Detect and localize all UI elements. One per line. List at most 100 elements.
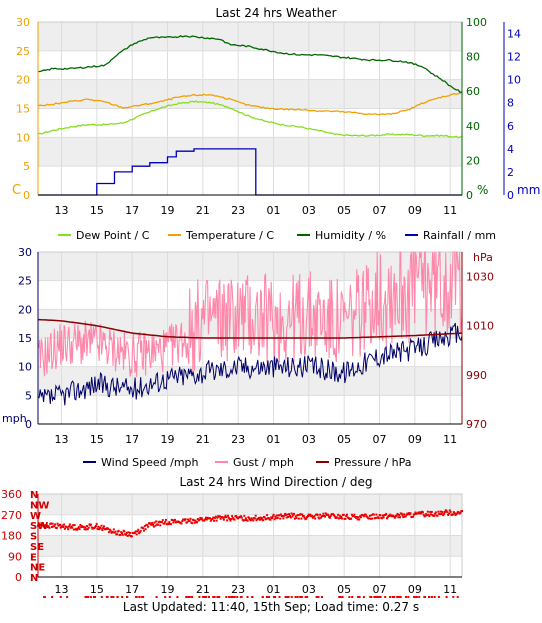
chart3-calm-point — [187, 596, 190, 598]
chart3-point — [76, 528, 79, 531]
chart1-ytick-right2: 4 — [507, 143, 514, 156]
chart3-point — [255, 519, 258, 522]
chart3-point — [186, 521, 189, 524]
chart3-calm-point — [43, 596, 46, 598]
chart3-point — [422, 513, 425, 516]
chart3-calm-point — [296, 596, 299, 598]
chart3-point — [82, 525, 85, 528]
chart3-point — [299, 513, 302, 516]
chart2-ytick-right: 1010 — [466, 320, 494, 333]
chart3-point — [425, 513, 428, 516]
chart3-point — [453, 512, 456, 515]
chart3-calm-point — [431, 596, 433, 598]
chart3-calm-point — [112, 596, 115, 598]
chart3-calm-point — [66, 596, 69, 598]
chart3-point — [215, 519, 218, 522]
chart3-point — [285, 516, 288, 519]
chart3-calm-point — [85, 596, 88, 598]
chart3-point — [63, 527, 66, 530]
chart3-calm-point — [396, 596, 399, 598]
chart3-point — [418, 512, 421, 515]
chart3-calm-point — [445, 596, 448, 598]
chart3-point — [244, 517, 247, 520]
chart2-xtick: 19 — [160, 433, 174, 446]
chart3-point — [96, 528, 99, 530]
chart3-point — [211, 518, 214, 521]
chart3-point — [408, 513, 411, 516]
chart3-calm-point — [126, 596, 128, 598]
chart3-calm-point — [341, 596, 344, 598]
chart1-xtick: 01 — [266, 204, 280, 217]
chart3-point — [50, 522, 52, 525]
chart1-ytick-left: 0 — [23, 189, 30, 202]
chart3-point — [227, 514, 229, 517]
chart3-point — [287, 516, 290, 518]
chart3-point — [459, 511, 462, 514]
chart3-point — [158, 520, 161, 523]
chart3-point — [120, 531, 123, 534]
chart3-point — [78, 528, 81, 531]
chart3-xtick: 17 — [125, 583, 139, 596]
chart3-calm-point — [391, 596, 394, 598]
chart3-calm-point — [418, 596, 421, 598]
chart2-ytick-left: 25 — [18, 275, 32, 288]
chart3-point — [112, 531, 114, 534]
chart3-point — [54, 523, 57, 526]
chart3-point — [223, 516, 226, 519]
chart2-ytick-left: 0 — [25, 418, 32, 431]
chart3-point — [377, 517, 380, 520]
chart3-point — [192, 519, 195, 522]
chart1-legend-label: Rainfall / mm — [423, 229, 496, 242]
chart3-xtick: 19 — [160, 583, 174, 596]
chart3-point — [319, 513, 322, 516]
chart3-xtick: 07 — [372, 583, 386, 596]
chart3-point — [258, 518, 261, 521]
chart3-point — [445, 509, 448, 512]
chart3-point — [352, 514, 355, 517]
chart3-point — [213, 516, 216, 519]
chart3-point — [194, 519, 197, 522]
chart3-point — [84, 526, 87, 529]
chart3-point — [85, 525, 88, 527]
chart3-point — [199, 516, 202, 519]
chart3-point — [386, 517, 388, 520]
chart3-point — [350, 513, 353, 516]
chart3-point — [147, 525, 150, 528]
chart3-point — [425, 514, 428, 517]
chart1-ytick-left: 30 — [16, 16, 30, 29]
chart3-point — [318, 517, 321, 520]
plot-band — [38, 79, 462, 109]
chart3-point — [295, 517, 298, 519]
chart3-point — [68, 525, 70, 528]
chart3-point — [249, 519, 252, 522]
chart3-compass-label: SE — [30, 542, 44, 553]
chart3-point — [204, 518, 207, 521]
chart3-point — [263, 516, 266, 519]
chart3-point — [242, 519, 245, 522]
chart2-ytick-left: 15 — [18, 332, 32, 345]
chart3-point — [94, 525, 97, 527]
chart3-point — [375, 513, 378, 516]
chart3-calm-point — [176, 596, 179, 598]
chart1-ytick-right1: 40 — [466, 120, 480, 133]
chart3-point — [126, 534, 129, 537]
chart2-xtick: 07 — [372, 433, 386, 446]
chart3-point — [449, 510, 452, 513]
chart3-point — [357, 516, 360, 519]
chart3-calm-point — [135, 596, 138, 598]
chart3-calm-point — [304, 596, 307, 598]
chart3-point — [353, 513, 356, 516]
chart3-point — [67, 528, 70, 531]
chart3-point — [252, 519, 255, 522]
chart3-point — [189, 517, 192, 520]
chart3-calm-point — [397, 596, 400, 598]
chart3-point — [381, 517, 384, 520]
chart3-point — [46, 524, 48, 527]
chart3-point — [222, 516, 225, 519]
chart3-calm-point — [452, 596, 455, 598]
chart3-point — [172, 521, 175, 524]
chart3-point — [337, 513, 340, 516]
chart3-point — [121, 532, 123, 535]
chart3-point — [382, 516, 385, 519]
chart3-calm-point — [415, 596, 418, 598]
